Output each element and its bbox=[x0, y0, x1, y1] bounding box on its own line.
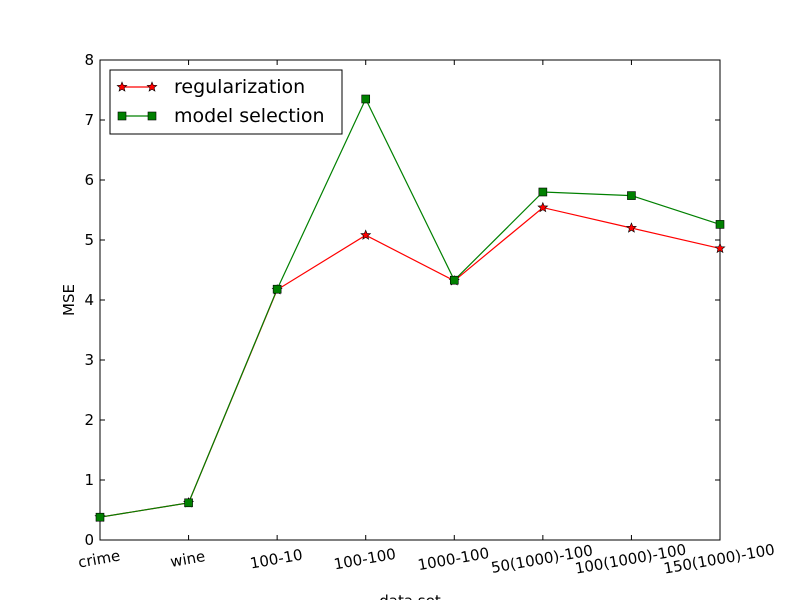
y-axis-label: MSE bbox=[60, 284, 78, 316]
y-tick-label: 7 bbox=[84, 111, 94, 129]
legend: regularization model selection bbox=[109, 69, 343, 135]
legend-entry: regularization bbox=[116, 76, 305, 98]
data-point bbox=[147, 111, 157, 121]
series-regularization bbox=[94, 201, 726, 522]
series-model-selection bbox=[95, 94, 725, 522]
data-point bbox=[360, 229, 372, 240]
data-point bbox=[715, 220, 725, 229]
legend-box bbox=[109, 69, 343, 135]
y-tick-label: 8 bbox=[84, 51, 94, 69]
x-axis: crime wine 100-10 100-100 1000-100 50(1000)-1… bbox=[77, 60, 776, 578]
y-tick-label: 4 bbox=[84, 291, 94, 309]
y-tick-label: 2 bbox=[84, 411, 94, 429]
data-point bbox=[117, 111, 127, 121]
x-tick-label: crime bbox=[77, 547, 122, 572]
x-tick-label: 100-10 bbox=[249, 546, 304, 573]
data-point bbox=[272, 284, 282, 294]
legend-label: model selection bbox=[174, 105, 325, 127]
x-tick-label: 100-100 bbox=[332, 545, 397, 574]
x-tick-label: 1000-100 bbox=[416, 544, 490, 574]
data-point bbox=[627, 191, 636, 200]
x-tick-label: wine bbox=[169, 547, 207, 571]
data-point bbox=[449, 275, 459, 285]
y-tick-label: 6 bbox=[84, 171, 94, 189]
x-axis-label: data set bbox=[379, 592, 441, 600]
legend-label: regularization bbox=[174, 76, 305, 98]
series-layer bbox=[94, 94, 726, 522]
data-point bbox=[361, 94, 371, 104]
data-point bbox=[538, 187, 548, 197]
y-axis: 0 1 2 3 4 5 6 7 8 bbox=[84, 51, 720, 549]
data-point bbox=[714, 242, 726, 254]
y-tick-label: 5 bbox=[84, 231, 94, 249]
data-point bbox=[625, 222, 637, 233]
data-point bbox=[537, 201, 549, 213]
data-point bbox=[184, 498, 193, 508]
data-point bbox=[95, 512, 105, 522]
data-point bbox=[116, 81, 128, 92]
y-tick-label: 1 bbox=[84, 471, 94, 489]
data-point bbox=[146, 81, 158, 92]
series-line bbox=[99, 206, 721, 518]
y-tick-label: 0 bbox=[84, 531, 94, 549]
series-line bbox=[99, 97, 721, 518]
legend-entry: model selection bbox=[117, 105, 325, 127]
y-tick-label: 3 bbox=[84, 351, 94, 369]
